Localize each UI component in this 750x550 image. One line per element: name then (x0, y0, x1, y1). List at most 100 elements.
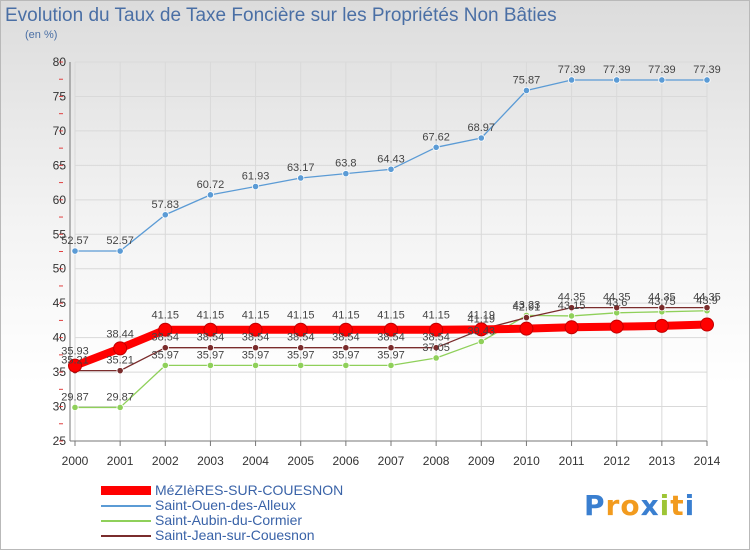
data-point (654, 318, 669, 333)
data-label: 77.39 (558, 64, 586, 76)
chart-title: Evolution du Taux de Taxe Foncière sur l… (5, 5, 557, 26)
data-point (432, 354, 440, 362)
data-point (71, 247, 79, 255)
data-point (387, 165, 395, 173)
data-point (158, 322, 173, 337)
data-label: 68.97 (468, 122, 496, 134)
data-point (387, 344, 395, 352)
legend-label: Saint-Aubin-du-Cormier (155, 512, 303, 528)
x-tick-label: 2008 (423, 454, 450, 468)
data-label: 38.54 (152, 332, 180, 344)
logo-letter: x (640, 489, 660, 522)
legend-swatch (101, 535, 151, 537)
data-point (567, 304, 576, 312)
x-tick-label: 2012 (603, 454, 630, 468)
data-label: 57.83 (152, 199, 180, 211)
x-tick-label: 2003 (197, 454, 224, 468)
logo-letter: i (659, 489, 671, 522)
data-label: 29.87 (106, 391, 134, 403)
data-label: 35.97 (332, 349, 360, 361)
data-point (387, 361, 395, 370)
data-point (567, 76, 576, 84)
data-label: 35.97 (152, 349, 180, 361)
data-point (338, 322, 353, 337)
data-label: 35.97 (287, 349, 315, 361)
data-label: 63.17 (287, 162, 315, 174)
data-label: 52.57 (106, 235, 134, 247)
data-point (609, 319, 624, 334)
data-point (297, 344, 305, 352)
data-point (658, 304, 666, 312)
data-label: 44.35 (558, 292, 586, 304)
data-label: 41.15 (287, 310, 315, 322)
data-point (384, 322, 398, 337)
x-tick-label: 2001 (107, 454, 134, 468)
data-point (293, 322, 308, 337)
logo-letter: P (584, 489, 606, 522)
data-label: 43.75 (648, 296, 676, 308)
data-point (700, 317, 714, 332)
x-tick-label: 2013 (649, 454, 676, 468)
data-label: 77.39 (648, 64, 676, 76)
logo-letter: t (670, 489, 685, 522)
data-point (342, 361, 350, 370)
data-label: 35.21 (106, 355, 134, 367)
data-label: 41.15 (377, 310, 405, 322)
logo-letter: i (684, 489, 696, 522)
data-point (206, 191, 215, 199)
data-label: 29.87 (61, 391, 89, 403)
data-point (522, 86, 531, 95)
data-point (432, 143, 440, 151)
data-label: 64.43 (377, 153, 405, 165)
x-tick-label: 2007 (378, 454, 405, 468)
data-label: 43.23 (513, 299, 541, 311)
data-label: 52.57 (61, 235, 89, 247)
data-label: 39.43 (468, 326, 496, 338)
data-label: 38.54 (197, 332, 225, 344)
data-label: 43.9 (696, 295, 717, 307)
data-label: 38.54 (242, 332, 270, 344)
data-label: 43.15 (558, 300, 586, 312)
data-point (206, 361, 215, 370)
data-point (206, 344, 215, 352)
data-point (567, 312, 576, 320)
legend-label: MéZIèRES-SUR-COUESNON (155, 482, 344, 498)
data-point (658, 76, 666, 84)
data-label: 67.62 (422, 131, 450, 143)
data-label: 44.35 (603, 292, 631, 304)
data-label: 41.19 (468, 309, 496, 321)
data-label: 77.39 (693, 64, 721, 76)
data-label: 43.6 (606, 297, 627, 309)
x-tick-label: 2000 (62, 454, 89, 468)
data-point (251, 344, 260, 352)
data-point (203, 322, 218, 337)
data-label: 44.35 (648, 292, 676, 304)
x-tick-label: 2006 (333, 454, 360, 468)
proxiti-logo: Proxiti (584, 489, 695, 522)
data-label: 75.87 (513, 74, 541, 86)
data-point (161, 344, 169, 352)
data-point (116, 247, 124, 255)
data-point (342, 344, 350, 352)
data-point (68, 358, 82, 373)
data-point (161, 211, 169, 219)
x-tick-label: 2004 (242, 454, 269, 468)
legend-swatch (101, 486, 151, 495)
data-label: 37.05 (422, 342, 450, 354)
data-point (474, 322, 489, 337)
x-tick-label: 2009 (468, 454, 495, 468)
data-label: 41.15 (152, 310, 180, 322)
data-label: 38.54 (332, 332, 360, 344)
data-label: 41.15 (197, 310, 225, 322)
data-label: 35.93 (61, 346, 89, 358)
x-tick-label: 2010 (513, 454, 540, 468)
data-label: 35.97 (377, 349, 405, 361)
legend-label: Saint-Jean-sur-Couesnon (155, 527, 315, 543)
data-point (432, 344, 440, 352)
data-point (522, 313, 531, 322)
data-point (113, 341, 128, 356)
data-label: 77.39 (603, 64, 631, 76)
data-point (564, 320, 579, 335)
logo-letter: r (605, 489, 621, 522)
